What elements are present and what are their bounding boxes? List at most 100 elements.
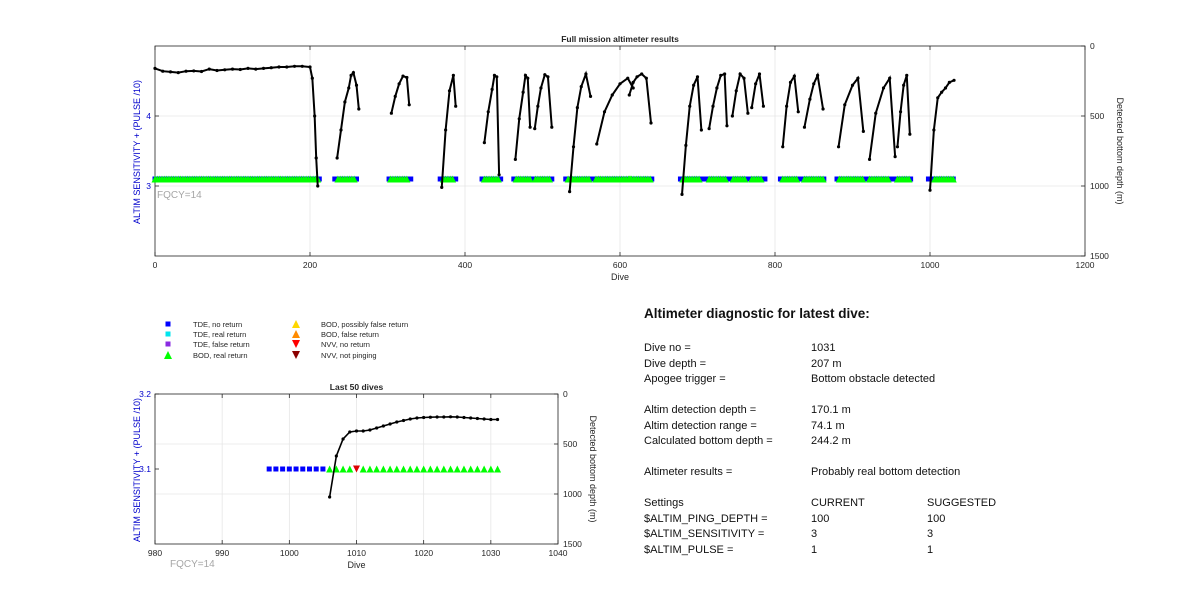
full-mission-depth-point [734,89,738,93]
full-mission-bod-real-return-marker [545,175,553,183]
sensitivity-suggested: 3 [927,528,934,540]
last-50-x-tick-label: 990 [215,548,229,558]
full-mission-depth-point [192,69,196,73]
full-mission-depth-point [486,110,490,114]
full-mission-tde-no-return-marker [762,176,768,182]
full-mission-depth-point [168,70,173,74]
last-50-bod-real-return-marker [379,465,387,473]
legend-marker-3 [164,351,172,359]
full-mission-depth-point [447,89,452,93]
dive-no-value: 1031 [811,342,836,354]
full-mission-depth-point [867,157,872,161]
pulse-current: 1 [811,543,818,556]
pulse-label: $ALTIM_PULSE = [644,543,734,556]
full-mission-bod-real-return-marker [350,175,358,183]
last-50-depth-point [354,429,359,433]
full-mission-depth-point [742,76,746,80]
full-mission-depth-point [300,64,304,68]
last-50-depth-point [348,430,352,434]
full-mission-x-tick-label: 1200 [1076,260,1095,270]
detection-depth-row: Altim detection depth = 170.1 m [644,403,1164,419]
dive-no-row: Dive no = 1031 [644,341,1164,357]
last-50-fqcy-annotation: FQCY=14 [170,559,215,570]
full-mission-depth-point [761,104,765,108]
full-mission-depth-point [207,67,211,71]
full-mission-tde-no-return-marker [777,176,783,182]
full-mission-bod-real-return-marker [646,175,654,183]
last-50-y-left-axis-label: ALTIM SENSITIVITY + (PULSE /10) [132,398,142,542]
full-mission-tde-no-return-marker [834,176,840,182]
last-50-depth-point [435,415,439,419]
last-50-tde-no-return-marker [286,466,292,472]
detection-range-label: Altim detection range = [644,419,757,432]
full-mission-depth-point [285,65,289,69]
full-mission-bod-real-return-marker [949,175,957,183]
full-mission-tde-no-return-marker [799,176,805,182]
last-50-depth-point [334,454,338,458]
full-mission-depth-point [905,73,909,77]
last-50-bod-real-return-marker [413,465,421,473]
full-mission-depth-point [568,190,572,194]
apogee-row: Apogee trigger = Bottom obstacle detected [644,372,1164,388]
full-mission-depth-point [261,66,266,70]
apogee-label: Apogee trigger = [644,373,726,385]
full-mission-depth-point [575,106,579,110]
full-mission-depth-point [310,76,314,80]
full-mission-depth-line [681,76,703,195]
full-mission-y-right-tick-label: 1500 [1090,251,1109,261]
last-50-x-axis-label: Dive [347,560,365,570]
full-mission-tde-no-return-marker [699,176,705,182]
detection-range-value: 74.1 m [811,419,845,432]
last-50-x-tick-label: 1030 [481,548,500,558]
full-mission-depth-point [802,125,807,129]
last-50-depth-point [428,415,432,419]
dive-depth-value: 207 m [811,357,842,370]
full-mission-depth-point [401,74,405,78]
full-mission-depth-point [861,129,865,133]
last-50-depth-point [495,417,500,422]
full-mission-tde-no-return-marker [704,176,710,182]
full-mission-depth-point [351,71,355,75]
full-mission-depth-point [349,73,353,77]
full-mission-tde-no-return-marker [728,176,734,182]
full-mission-x-axis-label: Dive [611,272,629,282]
bottom-depth-value: 244.2 m [811,435,851,447]
full-mission-depth-point [898,110,903,114]
last-50-depth-point [469,416,473,420]
full-mission-depth-point [407,103,411,107]
full-mission-depth-point [888,76,892,80]
legend-label-4: BOD, possibly false return [321,320,408,329]
bottom-depth-label: Calculated bottom depth = [644,435,773,447]
full-mission-depth-point [497,173,501,177]
full-mission-depth-point [788,80,793,84]
full-mission-depth-point [354,83,359,87]
last-50-bod-real-return-marker [326,465,334,473]
full-mission-depth-point [308,65,312,69]
detection-depth-value: 170.1 m [811,404,851,416]
sensitivity-current: 3 [811,528,818,540]
last-50-tde-no-return-marker [273,466,279,472]
full-mission-depth-point [397,82,401,86]
full-mission-depth-point [757,72,762,76]
full-mission-y-left-tick-label: 4 [146,111,151,121]
full-mission-depth-point [533,127,537,131]
full-mission-depth-point [343,100,347,104]
full-mission-title: Full mission altimeter results [561,34,679,44]
full-mission-depth-line [154,65,319,187]
last-50-depth-point [448,415,453,419]
full-mission-depth-line [868,75,897,160]
full-mission-x-tick-label: 400 [458,260,472,270]
last-50-bod-real-return-marker [487,465,495,473]
last-50-tde-no-return-marker [320,466,326,472]
current-header: CURRENT [811,497,865,509]
legend-marker-7 [292,351,300,359]
full-mission-depth-point [932,128,936,132]
full-mission-depth-point [495,75,499,79]
last-50-depth-point [375,426,379,430]
full-mission-depth-point [595,142,599,146]
full-mission-tde-no-return-marker [511,176,517,182]
results-row: Altimeter results = Probably real bottom … [644,465,1164,481]
last-50-depth-point [361,429,365,433]
last-50-tde-no-return-marker [266,466,272,472]
